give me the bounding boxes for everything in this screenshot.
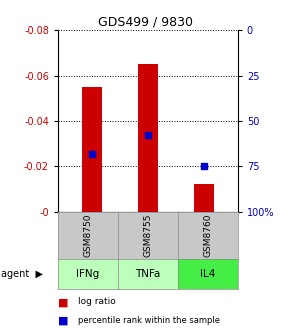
Text: IFNg: IFNg bbox=[76, 269, 99, 279]
Text: GSM8760: GSM8760 bbox=[203, 213, 212, 257]
Text: GSM8750: GSM8750 bbox=[84, 213, 93, 257]
Bar bbox=[82, 87, 101, 212]
Bar bbox=[194, 184, 214, 212]
Text: GSM8755: GSM8755 bbox=[143, 213, 153, 257]
Text: log ratio: log ratio bbox=[78, 297, 116, 306]
Point bbox=[146, 133, 150, 138]
Text: agent  ▶: agent ▶ bbox=[1, 269, 44, 279]
Text: ■: ■ bbox=[58, 297, 68, 307]
Text: GDS499 / 9830: GDS499 / 9830 bbox=[97, 15, 193, 28]
Text: ■: ■ bbox=[58, 316, 68, 326]
Text: percentile rank within the sample: percentile rank within the sample bbox=[78, 316, 220, 325]
Point bbox=[89, 151, 94, 156]
Bar bbox=[138, 64, 158, 212]
Point bbox=[202, 164, 206, 169]
Text: TNFa: TNFa bbox=[135, 269, 161, 279]
Text: IL4: IL4 bbox=[200, 269, 215, 279]
